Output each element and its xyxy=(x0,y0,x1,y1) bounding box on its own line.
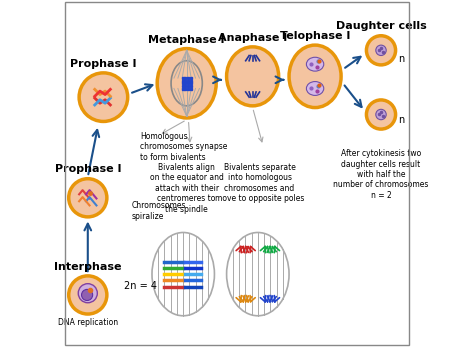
Text: After cytokinesis two
daughter cells result
with half the
number of chromosomes
: After cytokinesis two daughter cells res… xyxy=(333,149,428,200)
Text: n: n xyxy=(398,115,404,125)
Ellipse shape xyxy=(306,82,324,95)
Ellipse shape xyxy=(79,73,128,121)
Ellipse shape xyxy=(69,179,107,217)
Text: Bivalents align
on the equator and
attach with their
centromeres to
the spindle: Bivalents align on the equator and attac… xyxy=(150,163,224,214)
Ellipse shape xyxy=(376,45,386,56)
Ellipse shape xyxy=(306,57,324,71)
Text: DNA replication: DNA replication xyxy=(58,318,118,327)
Text: Homologous
chromosomes synapse
to form bivalents: Homologous chromosomes synapse to form b… xyxy=(140,132,227,162)
Ellipse shape xyxy=(289,45,341,108)
Ellipse shape xyxy=(366,100,396,129)
Text: Interphase: Interphase xyxy=(54,262,121,272)
Text: Telophase I: Telophase I xyxy=(280,31,350,41)
Text: 2n = 4: 2n = 4 xyxy=(124,281,157,291)
Ellipse shape xyxy=(366,36,396,65)
Ellipse shape xyxy=(376,109,386,120)
Ellipse shape xyxy=(69,276,107,314)
Text: Anaphase I: Anaphase I xyxy=(218,33,287,43)
Text: n: n xyxy=(398,54,404,64)
Ellipse shape xyxy=(82,289,92,301)
Text: Chromosomes
spiralize: Chromosomes spiralize xyxy=(131,201,186,221)
Text: Bivalents separate
into homologous
chromosomes and
move to opposite poles: Bivalents separate into homologous chrom… xyxy=(215,163,304,203)
Text: Prophase I: Prophase I xyxy=(55,163,121,174)
Ellipse shape xyxy=(78,284,97,303)
Text: Metaphase I: Metaphase I xyxy=(148,35,225,45)
Ellipse shape xyxy=(227,47,279,106)
Ellipse shape xyxy=(157,49,216,118)
Text: Prophase I: Prophase I xyxy=(70,59,137,69)
Text: Daughter cells: Daughter cells xyxy=(336,21,427,31)
